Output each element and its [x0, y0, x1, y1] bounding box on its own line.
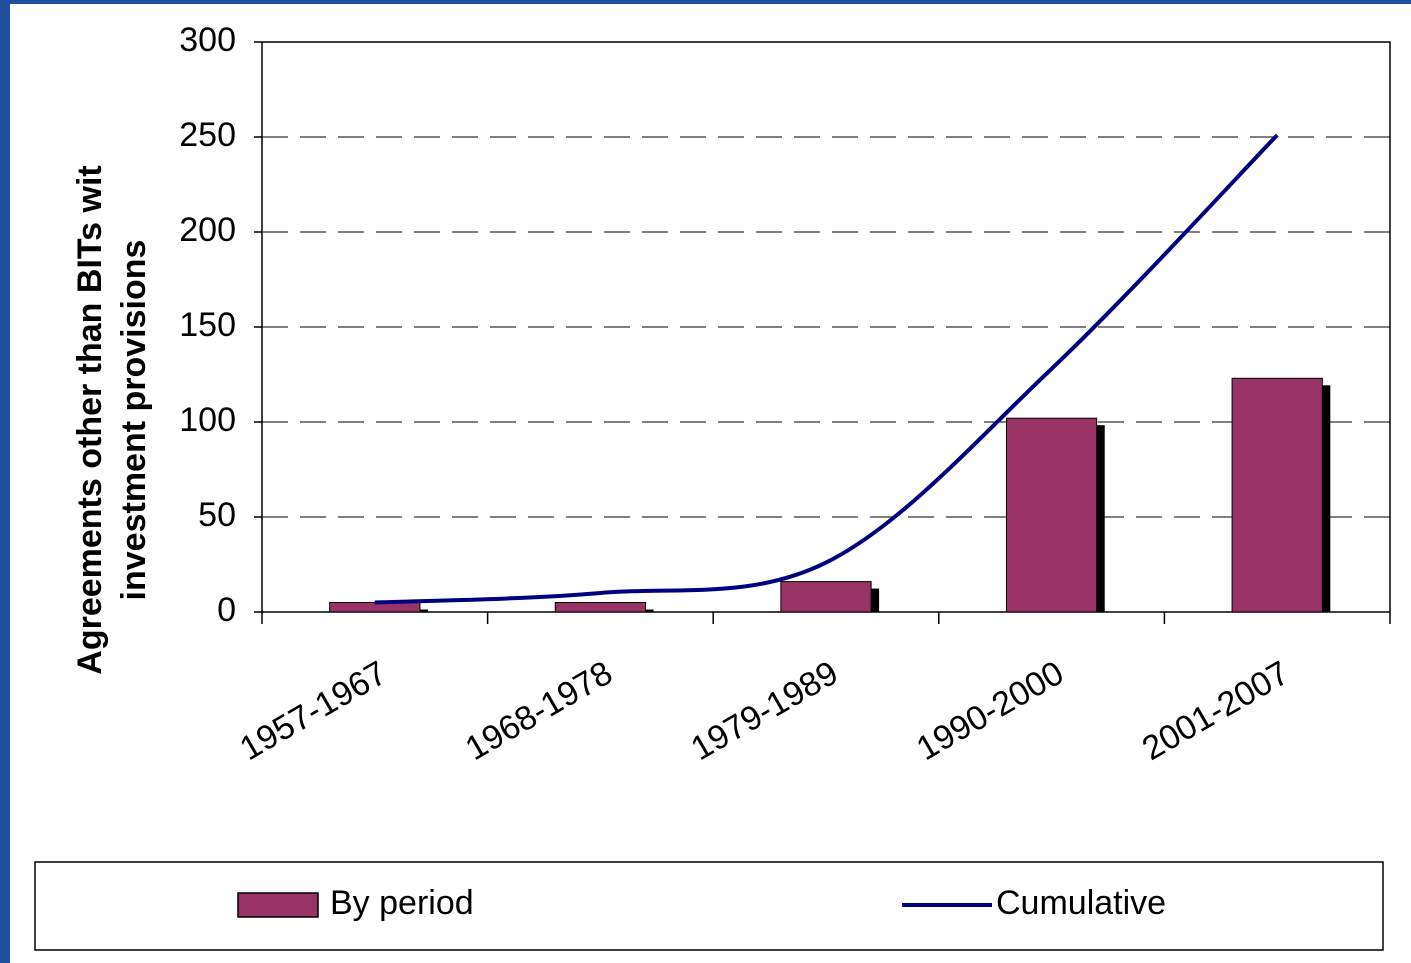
x-tick-label: 1979-1989 — [685, 654, 845, 768]
x-tick-label: 1968-1978 — [459, 654, 619, 768]
y-axis-label: investment provisions — [115, 240, 153, 601]
bar — [1005, 417, 1098, 613]
y-axis-label: Agreements other than BITs wit — [71, 165, 109, 674]
legend-swatch — [237, 892, 319, 918]
bar — [329, 602, 421, 613]
y-tick-label: 300 — [179, 21, 236, 59]
bar — [780, 581, 872, 613]
legend-label: By period — [330, 884, 474, 922]
y-tick-label: 250 — [179, 116, 236, 154]
legend-label: Cumulative — [996, 884, 1166, 922]
y-tick-label: 0 — [217, 591, 236, 629]
y-tick-label: 150 — [179, 306, 236, 344]
bar — [554, 602, 647, 613]
x-tick-label: 2001-2007 — [1136, 654, 1296, 768]
y-tick-label: 100 — [179, 401, 236, 439]
frame-left — [0, 0, 10, 963]
line — [374, 133, 1279, 605]
y-tick-label: 200 — [179, 211, 236, 249]
bar — [1231, 377, 1323, 613]
y-tick-label: 50 — [198, 496, 236, 534]
x-tick-label: 1990-2000 — [910, 654, 1070, 768]
frame-top — [0, 0, 1411, 4]
x-tick-label: 1957-1967 — [233, 654, 393, 768]
legend-box — [34, 861, 1384, 951]
